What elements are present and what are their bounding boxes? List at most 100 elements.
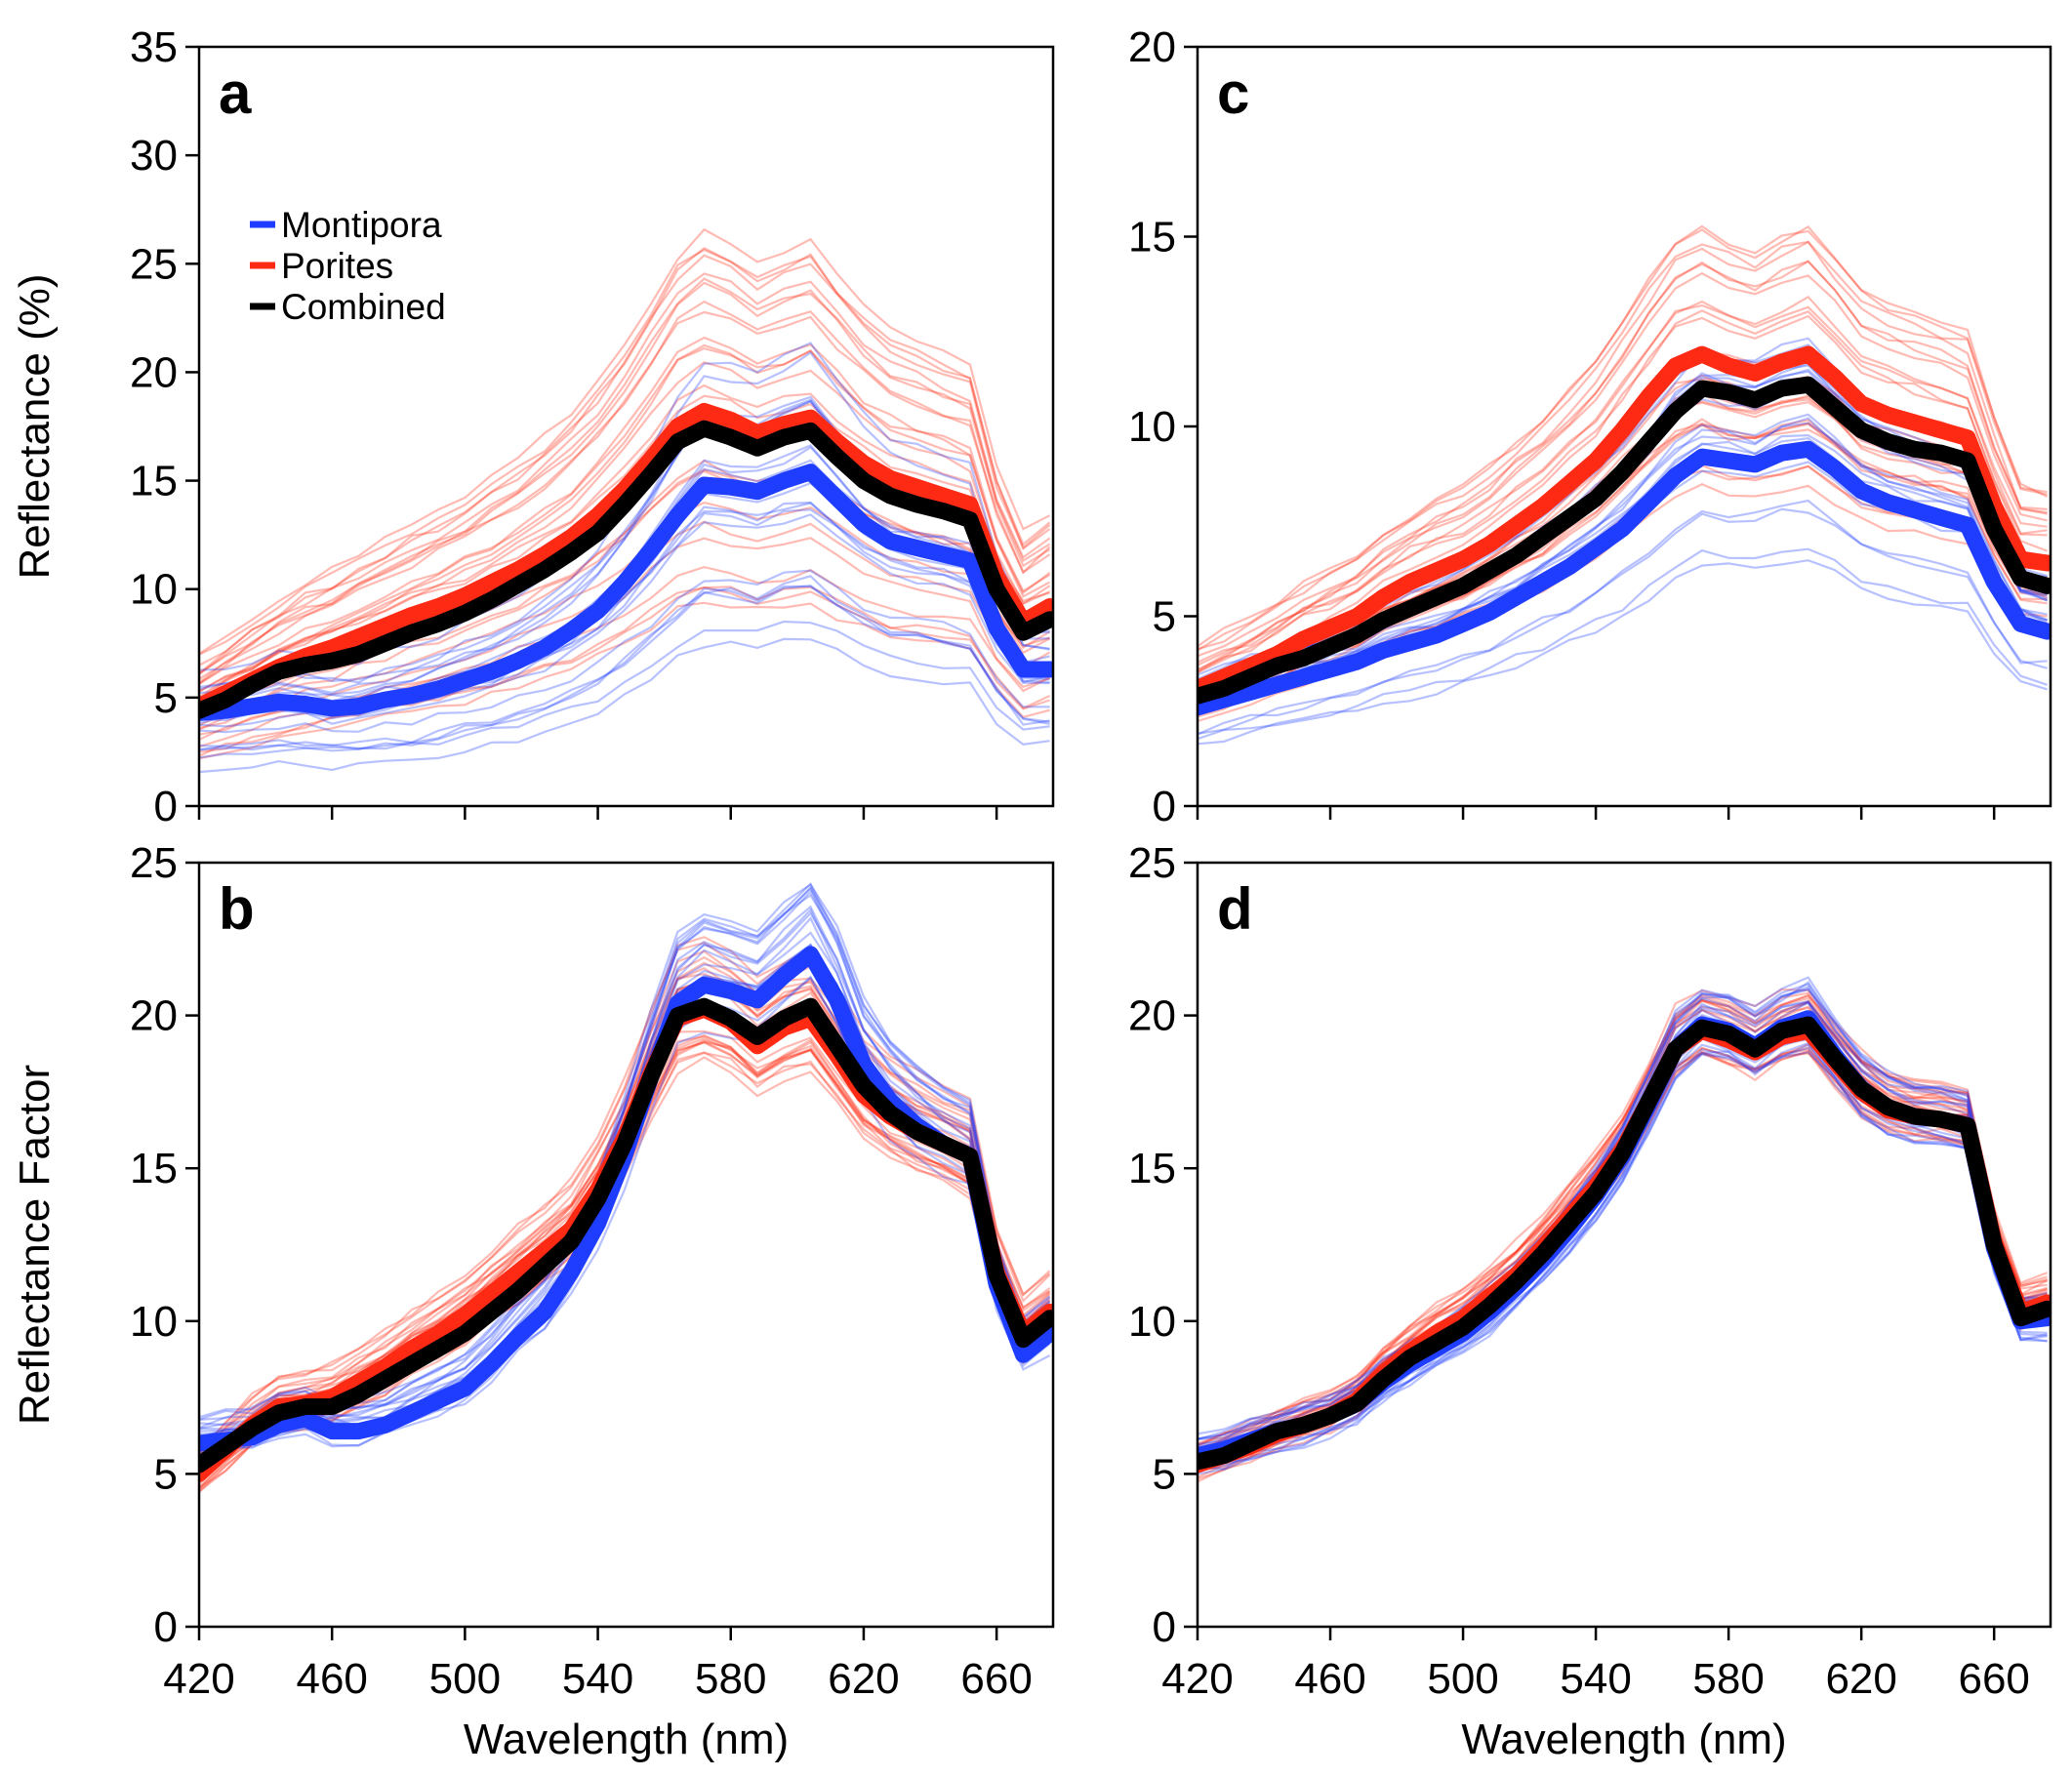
sample-line-porites <box>199 941 1051 1455</box>
sample-line-porites <box>1198 1000 2048 1454</box>
y-tick-label: 0 <box>154 1603 178 1651</box>
sample-line-montipora <box>199 976 1051 1443</box>
series-line-porites <box>199 402 1053 715</box>
sample-line-montipora <box>199 513 1050 728</box>
sample-line-porites <box>199 310 1051 674</box>
panel-a: 0 5 10 15 20 25 30 35 Reflectance (%) a MontiporaP… <box>11 23 1055 830</box>
y-tick-label: 15 <box>1128 214 1176 262</box>
x-tick-label: 580 <box>1692 1655 1764 1703</box>
x-tick-label: 420 <box>1161 1655 1233 1703</box>
sample-line-porites <box>1198 309 2048 692</box>
sample-line-montipora <box>1198 547 2048 741</box>
sample-line-montipora <box>1198 417 2049 705</box>
sample-line-porites <box>1198 996 2049 1456</box>
sample-line-porites <box>199 468 1050 727</box>
plot-frame <box>197 45 1055 808</box>
y-tick-label: 0 <box>1153 1603 1176 1651</box>
x-tick-label: 460 <box>1294 1655 1365 1703</box>
y-tick-label: 10 <box>130 566 178 614</box>
y-tick-label: 5 <box>154 1450 178 1498</box>
series-line-combined <box>199 420 1053 719</box>
sample-line-porites <box>199 961 1051 1457</box>
plot-frame <box>1196 861 2052 1629</box>
x-axis-title: Wavelength (nm) <box>1461 1716 1786 1763</box>
sample-line-porites <box>1198 260 2048 658</box>
sample-line-porites <box>199 248 1051 656</box>
panel-letter: c <box>1217 61 1249 126</box>
sample-line-montipora <box>1198 1000 2048 1447</box>
y-tick-label: 25 <box>1128 839 1176 887</box>
sample-line-porites <box>199 955 1051 1466</box>
series-line-combined <box>1198 1016 2051 1471</box>
x-tick-label: 660 <box>960 1655 1032 1703</box>
sample-line-montipora <box>199 943 1051 1450</box>
sample-line-porites <box>199 936 1051 1450</box>
y-axis-title: Reflectance (%) <box>11 273 59 579</box>
y-tick-label: 5 <box>154 674 178 722</box>
sample-line-porites <box>1198 300 2048 664</box>
sample-line-montipora <box>199 996 1051 1453</box>
y-tick-label: 10 <box>1128 403 1176 451</box>
sample-line-porites <box>1198 271 2048 672</box>
sample-line-montipora <box>199 575 1050 752</box>
sample-line-montipora <box>1198 1035 2048 1472</box>
sample-line-porites <box>199 459 1051 731</box>
y-tick-label: 5 <box>1153 1450 1176 1498</box>
y-tick-label: 10 <box>130 1298 178 1346</box>
sample-line-porites <box>1198 994 2048 1445</box>
y-axis-title: Reflectance Factor <box>11 1065 59 1425</box>
sample-line-porites <box>1198 224 2048 648</box>
sample-line-porites <box>199 277 1051 684</box>
panel-d: 0 5 10 15 20 25 420 460 500 540 580 620 660 Wavelengt… <box>1128 839 2052 1763</box>
y-tick-label: 35 <box>130 23 178 71</box>
sample-line-porites <box>199 300 1051 680</box>
sample-line-porites <box>1198 240 2048 652</box>
y-tick-label: 20 <box>1128 992 1176 1040</box>
sample-line-porites <box>1198 999 2048 1462</box>
x-axis-title: Wavelength (nm) <box>464 1716 789 1763</box>
y-tick-label: 30 <box>130 132 178 180</box>
x-tick-label: 500 <box>1427 1655 1498 1703</box>
legend-label-montipora: Montipora <box>281 205 442 245</box>
sample-line-porites <box>199 949 1051 1456</box>
y-tick-label: 15 <box>130 1145 178 1192</box>
x-tick-label: 420 <box>163 1655 234 1703</box>
sample-line-montipora <box>1198 1037 2048 1473</box>
sample-line-porites <box>1198 224 2049 651</box>
sample-line-porites <box>199 254 1051 666</box>
sample-line-montipora <box>1198 976 2048 1441</box>
sample-line-montipora <box>199 637 1050 774</box>
sample-line-porites <box>199 227 1051 656</box>
sample-line-porites <box>199 272 1051 675</box>
sample-line-porites <box>199 394 1051 693</box>
sample-line-porites <box>199 361 1051 699</box>
y-tick-label: 15 <box>130 458 178 505</box>
x-tick-label: 620 <box>1825 1655 1896 1703</box>
sample-line-montipora <box>199 916 1051 1449</box>
sample-line-porites <box>199 384 1050 693</box>
sample-line-porites <box>199 281 1051 685</box>
panel-c: 0 5 10 15 20 c <box>1128 23 2052 830</box>
sample-line-porites <box>1198 998 2048 1447</box>
sample-line-porites <box>1198 422 2048 712</box>
sample-line-montipora <box>1198 1051 2048 1467</box>
sample-line-porites <box>199 972 1051 1468</box>
sample-line-porites <box>199 343 1051 685</box>
sample-line-montipora <box>1198 507 2048 736</box>
sample-line-porites <box>1198 295 2048 673</box>
sample-line-montipora <box>1198 983 2048 1440</box>
sample-line-montipora <box>1198 436 2048 702</box>
x-tick-label: 580 <box>695 1655 766 1703</box>
y-tick-label: 20 <box>130 992 178 1040</box>
sample-line-porites <box>1198 991 2048 1445</box>
legend-label-porites: Porites <box>281 246 393 286</box>
sample-line-montipora <box>199 620 1050 759</box>
panel-letter: b <box>219 876 255 942</box>
series-line-montipora <box>199 464 1053 721</box>
sample-line-porites <box>1198 993 2048 1450</box>
x-tick-label: 460 <box>296 1655 367 1703</box>
sample-line-montipora <box>199 569 1050 734</box>
legend-label-combined: Combined <box>281 287 446 327</box>
